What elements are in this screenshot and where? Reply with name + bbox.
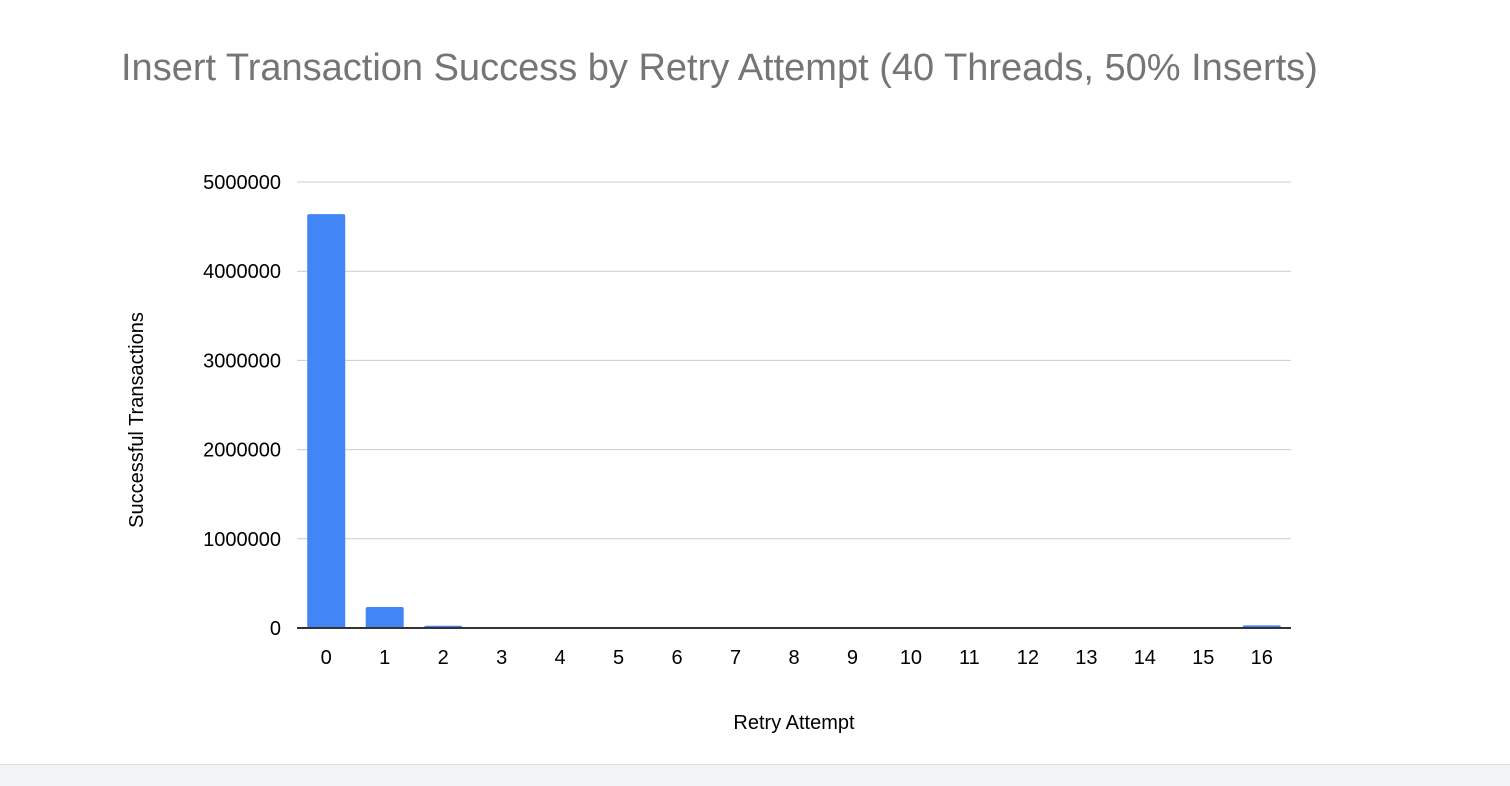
x-tick-label: 7 <box>730 647 741 669</box>
chart-card: Insert Transaction Success by Retry Atte… <box>121 47 1318 734</box>
x-axis-title: Retry Attempt <box>733 712 855 734</box>
x-tick-label: 11 <box>959 647 980 669</box>
x-tick-label: 13 <box>1075 647 1097 669</box>
x-tick-label: 5 <box>613 647 624 669</box>
bar-1 <box>365 607 404 628</box>
x-tick-label: 4 <box>555 647 566 669</box>
x-tick-label: 6 <box>671 647 682 669</box>
bars <box>307 214 1281 628</box>
x-tick-label: 12 <box>1017 647 1039 669</box>
x-axis-ticks: 0 1 2 3 4 5 6 7 8 9 10 11 12 13 14 15 16 <box>321 647 1273 669</box>
gridlines <box>297 181 1291 540</box>
x-tick-label: 16 <box>1251 647 1273 669</box>
y-tick-label: 1000000 <box>203 529 281 551</box>
x-tick-label: 15 <box>1192 647 1214 669</box>
y-tick-label: 0 <box>270 618 281 640</box>
x-tick-label: 14 <box>1134 647 1156 669</box>
x-tick-label: 1 <box>379 647 390 669</box>
x-tick-label: 3 <box>496 647 507 669</box>
y-axis-title: Successful Transactions <box>126 312 148 528</box>
x-tick-label: 10 <box>900 647 922 669</box>
y-tick-label: 5000000 <box>203 172 281 194</box>
y-tick-label: 3000000 <box>203 350 281 372</box>
x-tick-label: 8 <box>788 647 799 669</box>
bar-0 <box>307 214 346 628</box>
bottom-bar <box>0 764 1510 786</box>
x-tick-label: 9 <box>847 647 858 669</box>
y-axis-ticks: 0 1000000 2000000 3000000 4000000 5000000 <box>203 172 281 640</box>
x-tick-label: 0 <box>321 647 332 669</box>
x-tick-label: 2 <box>438 647 449 669</box>
chart-title: Insert Transaction Success by Retry Atte… <box>121 47 1318 89</box>
y-tick-label: 4000000 <box>203 261 281 283</box>
y-tick-label: 2000000 <box>203 440 281 462</box>
